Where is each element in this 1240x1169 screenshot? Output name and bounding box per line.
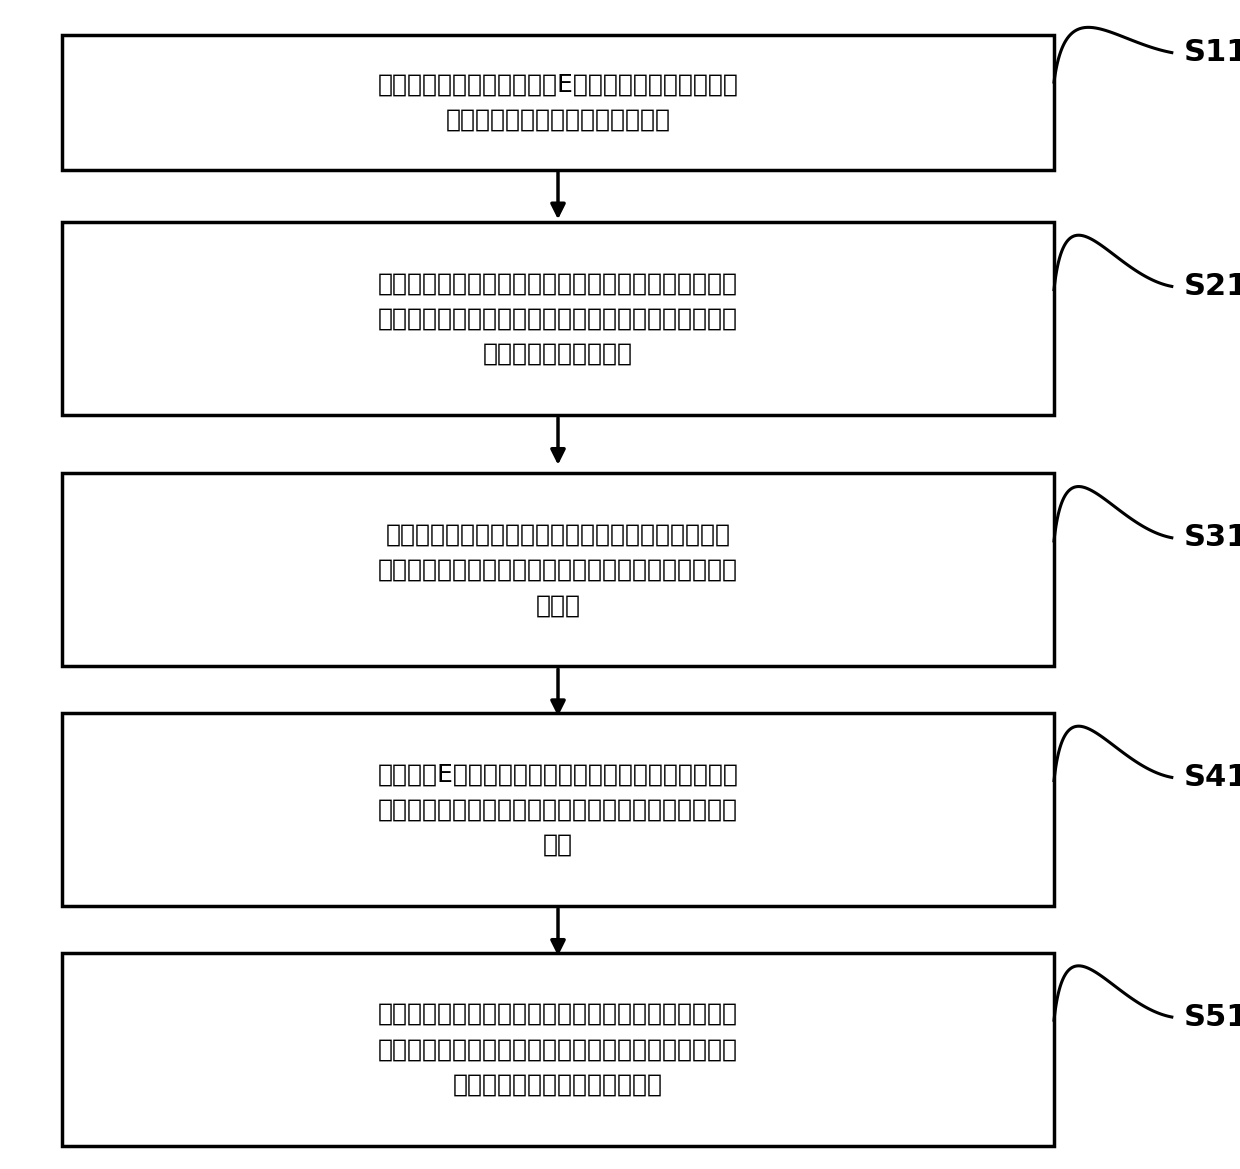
Bar [62, 473, 1054, 666]
Bar [62, 222, 1054, 415]
Text: 对所述测试视力值进行屈光度计算，以得到屈光度数
值，对所述测试视力值进行眼镜度数计算，以得到眼镜
度数值: 对所述测试视力值进行屈光度计算，以得到屈光度数 值，对所述测试视力值进行眼镜度数… [378, 523, 738, 617]
Text: 获取所述E字近视符的显示坐标，并根据所述预设标记
规则对所述显示坐标进行坐标值变换，以得到多个标定
坐标: 获取所述E字近视符的显示坐标，并根据所述预设标记 规则对所述显示坐标进行坐标值变… [377, 762, 739, 857]
Text: S21: S21 [1184, 272, 1240, 300]
Text: S51: S51 [1184, 1003, 1240, 1031]
Bar [62, 953, 1054, 1146]
Text: S41: S41 [1184, 763, 1240, 791]
Text: 对所述测试视力值进行国际标准计算，以得到国际标准
视力值，并对所述国际标准视力值进行国家标准计算，
以得到国家标准视力值: 对所述测试视力值进行国际标准计算，以得到国际标准 视力值，并对所述国际标准视力值… [378, 271, 738, 366]
Bar [62, 713, 1054, 906]
Text: S31: S31 [1184, 524, 1240, 552]
Text: S11: S11 [1184, 39, 1240, 67]
Text: 根据所述标定坐标依序将对应所述眼镜读数值、所述屈
光度数值、所述国家标准视力值、所述国际标准视力值
和所述测试视力值进行标定显示: 根据所述标定坐标依序将对应所述眼镜读数值、所述屈 光度数值、所述国家标准视力值、… [378, 1002, 738, 1097]
Text: 获取待标定视力表中的每个E字近视符的边宽值，并根
据所述边宽值计算对应测试视力值: 获取待标定视力表中的每个E字近视符的边宽值，并根 据所述边宽值计算对应测试视力值 [377, 72, 739, 132]
Bar [62, 35, 1054, 170]
